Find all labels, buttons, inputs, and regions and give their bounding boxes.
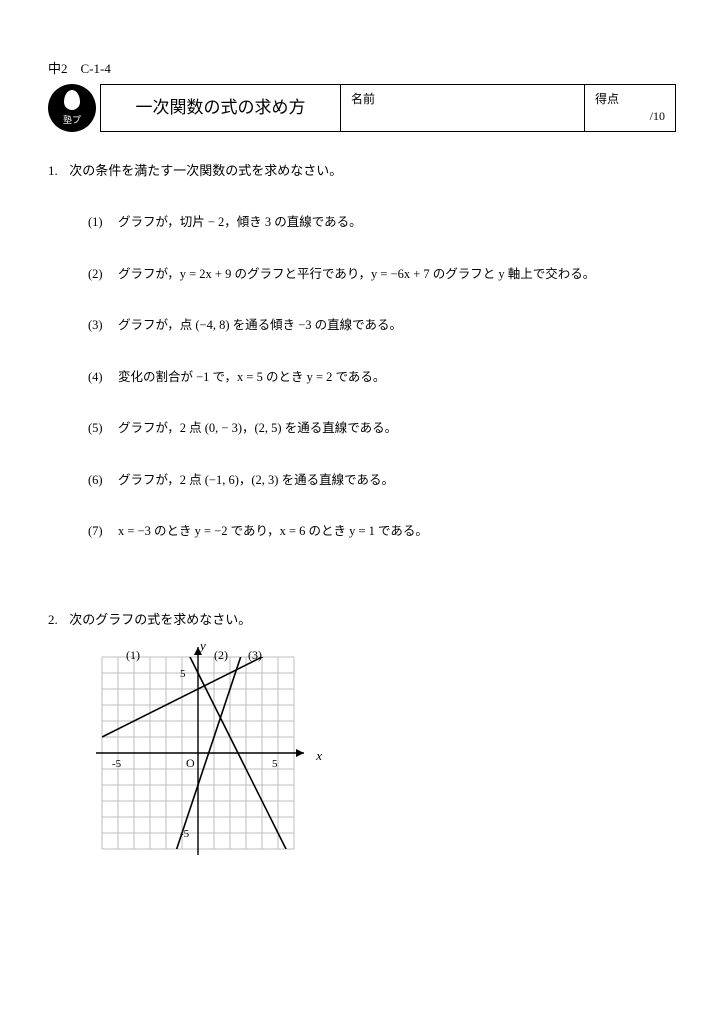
header-table: 一次関数の式の求め方 名前 得点 /10	[100, 84, 676, 132]
problem-1-items: (1)グラフが，切片 − 2，傾き 3 の直線である。 (2)グラフが，y = 2…	[48, 214, 676, 541]
subproblem-text: グラフが，切片 − 2，傾き 3 の直線である。	[118, 215, 362, 229]
svg-text:-5: -5	[112, 758, 122, 770]
name-cell: 名前	[341, 85, 585, 131]
subproblem-number: (6)	[88, 472, 118, 490]
logo-text: 塾プ	[63, 114, 81, 127]
svg-text:5: 5	[272, 758, 278, 770]
subproblem: (6)グラフが，2 点 (−1, 6)，(2, 3) を通る直線である。	[88, 472, 676, 490]
problem-1: 1. 次の条件を満たす一次関数の式を求めなさい。	[48, 162, 676, 180]
graph-svg: O5-55-5	[88, 643, 318, 873]
subproblem-number: (3)	[88, 317, 118, 335]
subproblem: (4)変化の割合が −1 で，x = 5 のとき y = 2 である。	[88, 369, 676, 387]
subproblem: (3)グラフが，点 (−4, 8) を通る傾き −3 の直線である。	[88, 317, 676, 335]
svg-text:O: O	[186, 756, 195, 770]
axis-label-x: x	[316, 747, 322, 765]
score-label: 得点	[595, 91, 665, 108]
problem-1-text: 次の条件を満たす一次関数の式を求めなさい。	[69, 163, 342, 178]
subproblem-text: x = −3 のとき y = −2 であり，x = 6 のとき y = 1 であ…	[118, 524, 428, 538]
problem-2-number: 2.	[48, 611, 66, 629]
subproblem: (2)グラフが，y = 2x + 9 のグラフと平行であり，y = −6x + …	[88, 266, 676, 284]
score-cell: 得点 /10	[585, 85, 675, 131]
subproblem-number: (7)	[88, 523, 118, 541]
subproblem-number: (1)	[88, 214, 118, 232]
subproblem-text: グラフが，点 (−4, 8) を通る傾き −3 の直線である。	[118, 318, 402, 332]
subproblem: (1)グラフが，切片 − 2，傾き 3 の直線である。	[88, 214, 676, 232]
logo: 塾プ	[48, 84, 96, 132]
subproblem-text: 変化の割合が −1 で，x = 5 のとき y = 2 である。	[118, 370, 385, 384]
graph-line-label: (1)	[126, 647, 140, 664]
name-label: 名前	[351, 91, 574, 108]
flame-icon	[64, 90, 80, 110]
header: 塾プ 一次関数の式の求め方 名前 得点 /10	[48, 84, 676, 132]
score-max: /10	[595, 108, 665, 125]
subproblem-number: (2)	[88, 266, 118, 284]
svg-text:5: 5	[180, 668, 186, 680]
graph-line-label: (2)	[214, 647, 228, 664]
problem-2: 2. 次のグラフの式を求めなさい。	[48, 611, 676, 629]
subproblem-number: (5)	[88, 420, 118, 438]
axis-label-y: y	[200, 637, 206, 655]
subproblem-text: グラフが，y = 2x + 9 のグラフと平行であり，y = −6x + 7 の…	[118, 267, 595, 281]
problem-2-text: 次のグラフの式を求めなさい。	[69, 612, 251, 627]
worksheet-title: 一次関数の式の求め方	[101, 85, 341, 131]
subproblem: (7)x = −3 のとき y = −2 であり，x = 6 のとき y = 1…	[88, 523, 676, 541]
document-id: 中2 C-1-4	[48, 60, 676, 78]
subproblem-text: グラフが，2 点 (−1, 6)，(2, 3) を通る直線である。	[118, 473, 394, 487]
subproblem-number: (4)	[88, 369, 118, 387]
problem-1-number: 1.	[48, 162, 66, 180]
graph: O5-55-5 x y (1)(2)(3)	[88, 643, 318, 873]
subproblem-text: グラフが，2 点 (0, − 3)，(2, 5) を通る直線である。	[118, 421, 397, 435]
subproblem: (5)グラフが，2 点 (0, − 3)，(2, 5) を通る直線である。	[88, 420, 676, 438]
graph-line-label: (3)	[248, 647, 262, 664]
